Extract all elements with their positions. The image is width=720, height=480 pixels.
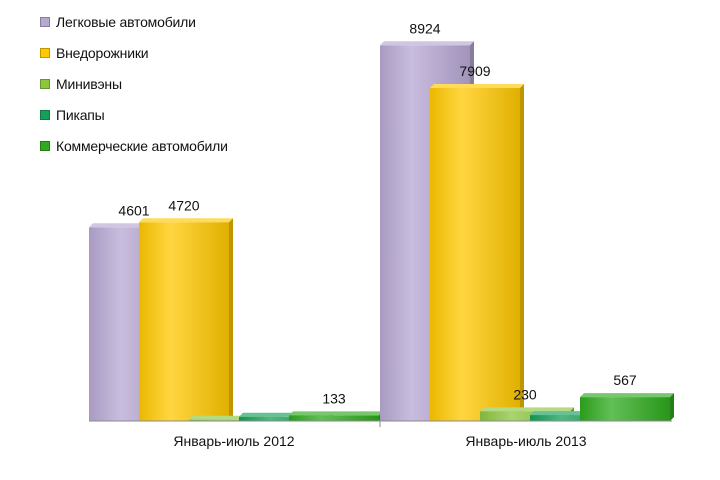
bar bbox=[530, 415, 620, 421]
bar-top bbox=[480, 407, 574, 412]
legend-item: Минивэны bbox=[40, 68, 228, 99]
bar-top bbox=[430, 84, 524, 89]
bar-side bbox=[670, 393, 674, 421]
legend-item: Коммерческие автомобили bbox=[40, 130, 228, 161]
legend-label: Коммерческие автомобили bbox=[56, 137, 228, 154]
bar bbox=[480, 411, 570, 421]
legend-swatch bbox=[40, 140, 50, 151]
legend-label: Минивэны bbox=[56, 75, 122, 92]
category-label: Январь-июль 2013 bbox=[465, 433, 586, 449]
data-label: 4601 bbox=[118, 202, 149, 218]
legend-swatch bbox=[40, 16, 50, 27]
bar bbox=[239, 416, 329, 421]
category-label: Январь-июль 2012 bbox=[173, 433, 294, 449]
legend-item: Пикапы bbox=[40, 99, 228, 130]
data-label: 8924 bbox=[409, 20, 440, 36]
bar-side bbox=[520, 84, 524, 421]
data-label: 133 bbox=[322, 390, 346, 406]
bar-top bbox=[289, 411, 383, 416]
data-label: 567 bbox=[613, 372, 637, 388]
legend-swatch bbox=[40, 78, 50, 89]
bar-top bbox=[380, 41, 474, 46]
bar bbox=[189, 419, 279, 421]
legend-label: Пикапы bbox=[56, 106, 105, 123]
bar bbox=[289, 415, 379, 421]
legend-item: Легковые автомобили bbox=[40, 6, 228, 37]
bar-top bbox=[580, 393, 674, 398]
data-label: 230 bbox=[513, 386, 537, 402]
legend: Легковые автомобили Внедорожники Минивэн… bbox=[40, 6, 228, 161]
data-label: 4720 bbox=[168, 197, 199, 213]
legend-swatch bbox=[40, 47, 50, 58]
bars-layer: 4601 4720 133 8924 7909 230 567 bbox=[89, 20, 674, 422]
legend-label: Внедорожники bbox=[56, 44, 149, 61]
bar-top bbox=[139, 218, 233, 223]
legend-swatch bbox=[40, 109, 50, 120]
bar-side bbox=[229, 218, 233, 421]
bar bbox=[139, 222, 229, 421]
legend-item: Внедорожники bbox=[40, 37, 228, 68]
bar bbox=[430, 88, 520, 421]
legend-label: Легковые автомобили bbox=[56, 13, 196, 30]
data-label: 7909 bbox=[459, 63, 490, 79]
bar bbox=[580, 397, 670, 421]
